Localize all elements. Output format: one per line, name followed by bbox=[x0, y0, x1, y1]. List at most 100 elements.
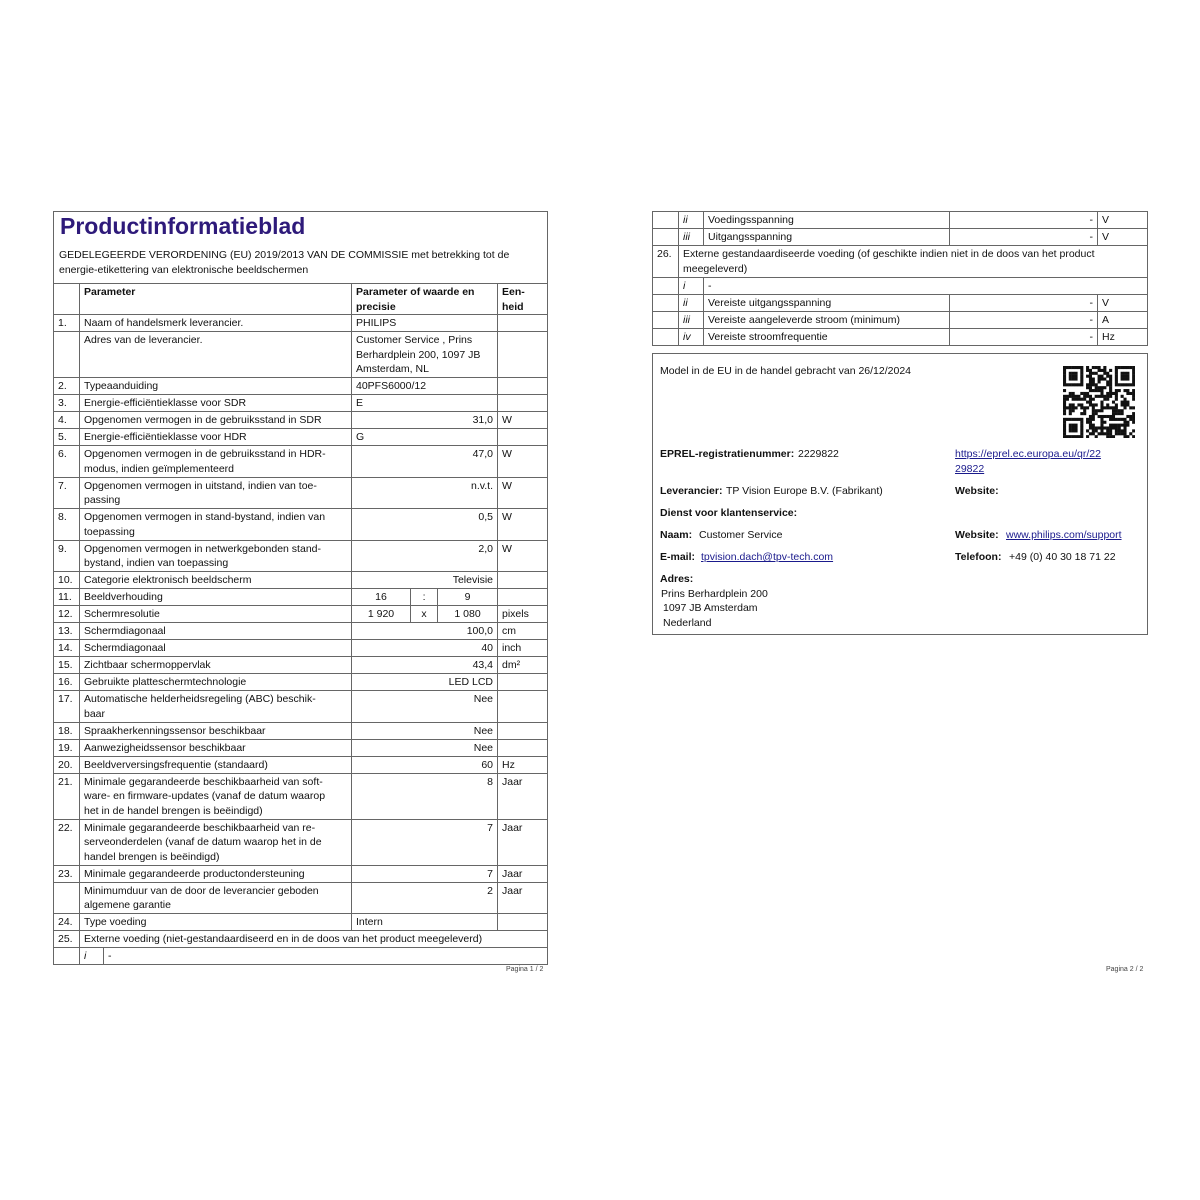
table-cell: Schermdiagonaal bbox=[79, 622, 352, 640]
qr-module bbox=[1086, 417, 1090, 421]
qr-module bbox=[1120, 366, 1124, 370]
qr-module bbox=[1100, 386, 1104, 390]
qr-module bbox=[1103, 432, 1107, 436]
qr-module bbox=[1083, 409, 1087, 413]
table-cell: iii bbox=[678, 228, 704, 246]
qr-module bbox=[1109, 386, 1113, 390]
qr-module bbox=[1123, 403, 1127, 407]
table-cell: 15. bbox=[53, 656, 80, 674]
qr-module bbox=[1129, 432, 1133, 436]
qr-module bbox=[1097, 389, 1101, 393]
qr-module bbox=[1077, 366, 1081, 370]
qr-module bbox=[1074, 406, 1078, 410]
qr-module bbox=[1065, 383, 1069, 387]
link[interactable]: https://eprel.ec.europa.eu/qr/22 29822 bbox=[955, 448, 1101, 475]
qr-module bbox=[1074, 423, 1078, 427]
qr-module bbox=[1114, 368, 1118, 372]
qr-module bbox=[1106, 374, 1110, 378]
table-cell: 17. bbox=[53, 690, 80, 723]
qr-module bbox=[1094, 386, 1098, 390]
table-cell: 9. bbox=[53, 539, 80, 572]
qr-module bbox=[1114, 426, 1118, 430]
qr-module bbox=[1132, 429, 1135, 433]
qr-module bbox=[1068, 371, 1072, 375]
qr-module bbox=[1126, 435, 1130, 438]
qr-module bbox=[1080, 432, 1084, 436]
table-cell: Zichtbaar schermoppervlak bbox=[79, 656, 352, 674]
table-cell: 7 bbox=[351, 818, 498, 866]
qr-module bbox=[1100, 417, 1104, 421]
qr-module bbox=[1126, 420, 1130, 424]
empty-cell bbox=[53, 947, 80, 965]
label: EPREL-registratienummer: bbox=[660, 448, 795, 460]
label: Adres: bbox=[660, 573, 694, 585]
qr-module bbox=[1132, 366, 1135, 370]
value: +49 (0) 40 30 18 71 22 bbox=[1009, 551, 1116, 563]
table-cell: ii bbox=[678, 211, 704, 229]
empty-cell bbox=[497, 673, 548, 691]
table-cell: Televisie bbox=[351, 571, 498, 589]
qr-module bbox=[1063, 371, 1067, 375]
qr-module bbox=[1100, 394, 1104, 398]
qr-module bbox=[1117, 432, 1121, 436]
qr-module bbox=[1120, 409, 1124, 413]
link[interactable]: tpvision.dach@tpv-tech.com bbox=[701, 551, 834, 563]
qr-module bbox=[1068, 423, 1072, 427]
qr-module bbox=[1068, 417, 1072, 421]
table-cell: W bbox=[497, 476, 548, 509]
qr-module bbox=[1117, 389, 1121, 393]
table-cell: Gebruikte platteschermtechnologie bbox=[79, 673, 352, 691]
qr-module bbox=[1074, 383, 1078, 387]
qr-module bbox=[1080, 420, 1084, 424]
qr-module bbox=[1080, 380, 1084, 384]
qr-module bbox=[1100, 368, 1104, 372]
table-cell: Hz bbox=[1097, 327, 1148, 346]
qr-module bbox=[1106, 426, 1110, 430]
value: TP Vision Europe B.V. (Fabrikant) bbox=[726, 485, 883, 497]
qr-module bbox=[1132, 417, 1135, 421]
qr-module bbox=[1088, 386, 1092, 390]
qr-module bbox=[1103, 426, 1107, 430]
qr-module bbox=[1117, 409, 1121, 413]
table-cell: E bbox=[351, 394, 498, 412]
table-cell: Beeldverversingsfrequentie (standaard) bbox=[79, 755, 352, 774]
qr-module bbox=[1106, 429, 1110, 433]
qr-module bbox=[1063, 409, 1067, 413]
qr-module bbox=[1080, 412, 1084, 416]
qr-module bbox=[1088, 423, 1092, 427]
qr-module bbox=[1094, 389, 1098, 393]
qr-module bbox=[1068, 391, 1072, 395]
qr-module bbox=[1132, 380, 1135, 384]
qr-module bbox=[1120, 383, 1124, 387]
table-cell: - bbox=[949, 211, 1098, 229]
qr-module bbox=[1063, 366, 1067, 370]
qr-module bbox=[1103, 377, 1107, 381]
qr-module bbox=[1094, 435, 1098, 438]
table-cell: 0,5 bbox=[351, 508, 498, 541]
qr-module bbox=[1117, 366, 1121, 370]
table-cell: W bbox=[497, 411, 548, 429]
qr-module bbox=[1132, 371, 1135, 375]
qr-module bbox=[1086, 383, 1090, 387]
qr-module bbox=[1063, 435, 1067, 438]
qr-module bbox=[1071, 435, 1075, 438]
qr-module bbox=[1132, 389, 1135, 393]
label: Telefoon: bbox=[955, 551, 1002, 563]
qr-module bbox=[1109, 383, 1113, 387]
qr-module bbox=[1080, 417, 1084, 421]
link[interactable]: www.philips.com/support bbox=[1006, 529, 1122, 541]
table-cell: LED LCD bbox=[351, 673, 498, 691]
qr-module bbox=[1063, 377, 1067, 381]
qr-module bbox=[1126, 383, 1130, 387]
qr-module bbox=[1086, 391, 1090, 395]
qr-module bbox=[1103, 394, 1107, 398]
qr-module bbox=[1083, 406, 1087, 410]
table-cell: Minimumduur van de door de leverancier g… bbox=[79, 881, 352, 914]
qr-module bbox=[1109, 426, 1113, 430]
qr-module bbox=[1063, 389, 1067, 393]
qr-module bbox=[1100, 414, 1104, 419]
table-cell: - bbox=[103, 947, 548, 965]
table-cell: W bbox=[497, 508, 548, 541]
qr-module bbox=[1120, 429, 1124, 433]
qr-module bbox=[1109, 380, 1113, 384]
